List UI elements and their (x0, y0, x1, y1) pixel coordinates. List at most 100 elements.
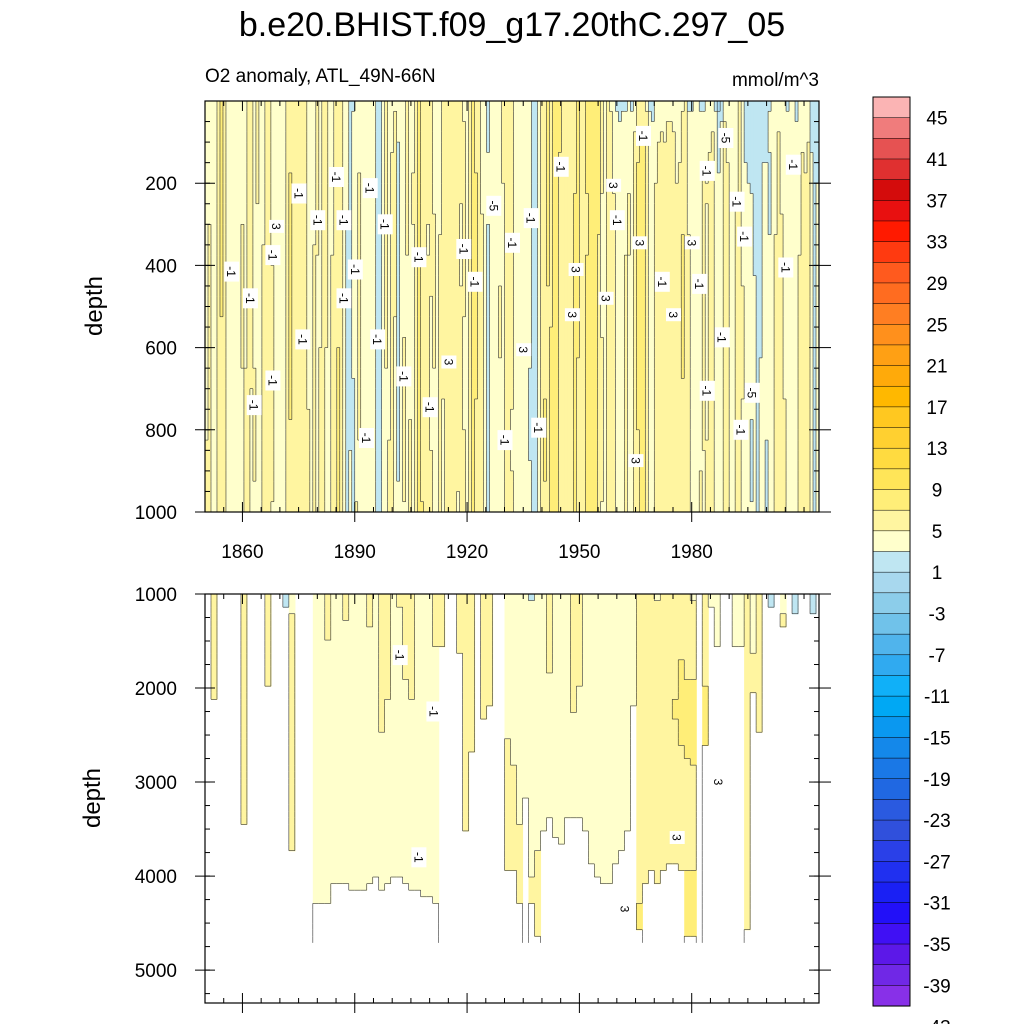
contour-label-text: -1 (531, 422, 545, 433)
contour-label-bg (377, 214, 393, 235)
contour-label-text: -1 (243, 293, 257, 304)
contour-label-bg (291, 183, 307, 204)
colorbar-box (872, 158, 911, 181)
contour-label-bg (778, 257, 794, 278)
contour-label-text: -1 (655, 276, 669, 287)
contour-label-text: -1 (524, 213, 538, 224)
colorbar-box (872, 923, 911, 945)
contour-label-text: 3 (629, 457, 643, 464)
contour-label: 3 (598, 291, 614, 305)
upper-x-tick-label: 1920 (446, 542, 488, 563)
colorbar-box (872, 489, 911, 511)
contour-label: -5 (486, 195, 502, 216)
contour-label: -1 (265, 370, 281, 391)
colorbar-label: -35 (923, 935, 950, 956)
contour-label-bg (441, 355, 457, 369)
contour-label: -1 (505, 232, 520, 253)
contour-label-text: -1 (730, 196, 744, 207)
upper-x-tick-label: 1890 (334, 542, 376, 563)
contour-label: -5 (744, 382, 760, 403)
contour-label: -1 (729, 191, 745, 212)
contour-label-bg (242, 288, 258, 309)
contour-label: -1 (426, 701, 442, 722)
contour-label-text: 3 (269, 223, 283, 230)
colorbar-label: -43 (923, 1018, 950, 1024)
colorbar-box (872, 964, 911, 986)
contour-label-text: -1 (426, 706, 440, 717)
lower-panel-field (205, 594, 819, 1003)
contour-label: 3 (710, 775, 726, 789)
contour-label-text: -1 (247, 400, 261, 411)
colorbar-box (872, 695, 911, 718)
colorbar-box (872, 241, 911, 263)
colorbar-label: 25 (926, 315, 947, 336)
lower-y-tick-label: 5000 (135, 961, 177, 982)
contour-label: -1 (336, 288, 352, 309)
contour-label-bg (718, 128, 734, 148)
colorbar-label: -19 (923, 770, 950, 791)
contour-label-text: -1 (411, 252, 425, 263)
contour-label-bg (456, 239, 472, 259)
contour-label-bg (224, 261, 240, 282)
colorbar-label: 41 (926, 150, 947, 171)
contour-label-text: -1 (733, 424, 747, 435)
contour-label: -1 (310, 210, 326, 231)
contour-label-bg (729, 191, 745, 212)
contour-label-bg (628, 454, 644, 468)
colorbar-box (872, 530, 911, 553)
colorbar-box (872, 427, 911, 449)
contour-label: -1 (497, 430, 513, 451)
colorbar-box (872, 303, 911, 325)
colorbar-box (872, 943, 911, 966)
contour-label-text: -1 (456, 244, 470, 255)
contour-label-bg (336, 210, 352, 231)
colorbar-label: 13 (926, 439, 947, 460)
contour-label-text: 3 (441, 359, 455, 366)
colorbar-box (872, 819, 911, 842)
chart-title: b.e20.BHIST.f09_g17.20thC.297_05 (239, 6, 785, 44)
contour-label-text: 3 (606, 182, 620, 189)
colorbar: 45 41 37 33 29 25 21 17 13 9 5 1 -3 -7 -11 -15 -19 -23 -27… (872, 96, 951, 1024)
upper-y-tick-label: 600 (145, 339, 177, 360)
contour-label: -1 (224, 261, 240, 282)
contour-label-bg (699, 160, 715, 181)
contour-label: -1 (411, 247, 427, 268)
contour-label-text: -1 (265, 375, 279, 386)
colorbar-box (872, 509, 911, 532)
lower-y-tick-label: 3000 (135, 773, 177, 794)
colorbar-box (872, 179, 911, 201)
contour-label: -1 (265, 245, 281, 266)
panel-subtitle: O2 anomaly, ATL_49N-66N (205, 66, 436, 87)
contour-label-bg (505, 232, 520, 253)
contour-label-text: 3 (516, 346, 530, 353)
colorbar-box (872, 551, 911, 573)
lower-y-axis-label: depth (79, 768, 106, 828)
colorbar-box (872, 447, 911, 470)
contour-label-text: -1 (295, 334, 309, 345)
contour-label-bg (336, 288, 352, 309)
contour-label-text: -5 (718, 133, 732, 144)
colorbar-box (872, 716, 911, 738)
upper-y-tick-label: 400 (145, 256, 177, 277)
contour-label-bg (632, 236, 648, 250)
contour-label-text: -1 (370, 334, 384, 345)
colorbar-box (872, 737, 911, 759)
contour-label: -1 (291, 183, 307, 204)
contour-label: -5 (718, 128, 734, 148)
upper-y-tick-label: 200 (145, 174, 177, 195)
contour-label: 3 (628, 454, 644, 468)
colorbar-label: -15 (923, 728, 950, 749)
contour-label: -1 (737, 226, 753, 247)
contour-label-bg (598, 291, 614, 305)
contour-label-bg (733, 419, 749, 440)
contour-label: -1 (699, 380, 715, 401)
contour-label-text: -1 (554, 161, 568, 172)
contour-label-bg (246, 395, 262, 416)
contour-label: -1 (396, 366, 412, 387)
upper-y-tick-label: 800 (145, 421, 177, 442)
contour-label-text: 3 (632, 239, 646, 246)
contour-label-text: -1 (359, 433, 373, 444)
contour-label: 3 (606, 178, 622, 192)
contour-label: -1 (370, 329, 386, 350)
contour-label-bg (636, 125, 651, 146)
